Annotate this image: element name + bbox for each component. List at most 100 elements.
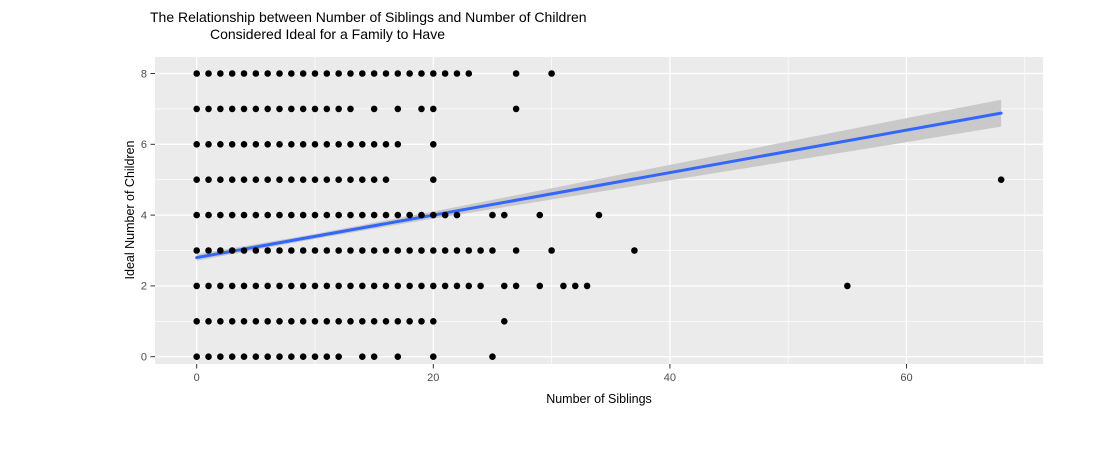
data-point xyxy=(418,105,425,113)
data-point xyxy=(430,318,437,325)
data-point xyxy=(323,353,331,361)
y-tick-label: 6 xyxy=(141,139,147,151)
data-point xyxy=(631,247,638,254)
data-point xyxy=(430,353,437,361)
data-point xyxy=(288,70,295,77)
data-point xyxy=(394,70,402,77)
data-point xyxy=(276,141,283,148)
data-point xyxy=(335,353,342,361)
data-point xyxy=(228,282,236,290)
data-point xyxy=(477,282,484,290)
data-point xyxy=(394,353,402,361)
data-point xyxy=(276,211,283,219)
data-point xyxy=(240,318,248,325)
data-point xyxy=(418,282,425,290)
data-point xyxy=(288,176,295,183)
data-point xyxy=(299,247,307,254)
data-point xyxy=(252,105,260,113)
data-point xyxy=(382,211,390,219)
data-point xyxy=(228,318,236,325)
data-point xyxy=(288,247,295,254)
data-point xyxy=(370,176,378,183)
data-point xyxy=(347,141,354,148)
data-point xyxy=(359,141,366,148)
data-point xyxy=(264,247,271,254)
data-point xyxy=(418,211,425,219)
data-point xyxy=(217,70,224,77)
data-point xyxy=(489,353,496,361)
data-point xyxy=(335,211,342,219)
data-point xyxy=(252,70,260,77)
data-point xyxy=(430,211,437,219)
data-point xyxy=(323,141,331,148)
data-point xyxy=(288,211,295,219)
data-point xyxy=(370,247,378,254)
data-point xyxy=(276,70,283,77)
data-point xyxy=(359,176,366,183)
data-point xyxy=(252,141,260,148)
data-point xyxy=(264,353,271,361)
data-point xyxy=(370,105,378,113)
data-point xyxy=(252,353,260,361)
data-point xyxy=(252,247,260,254)
data-point xyxy=(288,105,295,113)
data-point xyxy=(264,105,271,113)
data-point xyxy=(536,282,544,290)
data-point xyxy=(205,176,212,183)
data-point xyxy=(299,105,307,113)
data-point xyxy=(205,141,212,148)
data-point xyxy=(489,211,496,219)
data-point xyxy=(193,282,200,290)
data-point xyxy=(205,282,212,290)
chart-title-line2: Considered Ideal for a Family to Have xyxy=(210,26,445,42)
data-point xyxy=(276,247,283,254)
x-tick-label: 40 xyxy=(664,372,676,384)
data-point xyxy=(276,318,283,325)
data-point xyxy=(465,282,473,290)
data-point xyxy=(394,141,402,148)
data-point xyxy=(512,70,520,77)
data-point xyxy=(500,282,508,290)
data-point xyxy=(453,247,461,254)
data-point xyxy=(311,141,319,148)
data-point xyxy=(205,318,212,325)
y-tick-label: 0 xyxy=(141,352,147,364)
data-point xyxy=(465,247,473,254)
data-point xyxy=(323,105,331,113)
data-point xyxy=(359,282,366,290)
data-point xyxy=(441,247,449,254)
data-point xyxy=(418,318,425,325)
data-point xyxy=(299,282,307,290)
data-point xyxy=(205,247,212,254)
data-point xyxy=(548,70,555,77)
data-point xyxy=(500,211,508,219)
data-point xyxy=(240,353,248,361)
data-point xyxy=(228,70,236,77)
x-tick-label: 60 xyxy=(900,372,912,384)
data-point xyxy=(406,282,413,290)
data-point xyxy=(205,353,212,361)
data-point xyxy=(299,70,307,77)
data-point xyxy=(406,70,413,77)
y-tick-label: 2 xyxy=(141,281,147,293)
data-point xyxy=(311,105,319,113)
data-point xyxy=(453,282,461,290)
data-point xyxy=(299,141,307,148)
data-point xyxy=(382,282,390,290)
data-point xyxy=(193,70,200,77)
data-point xyxy=(370,353,378,361)
data-point xyxy=(430,105,437,113)
data-point xyxy=(370,211,378,219)
data-point xyxy=(205,105,212,113)
data-point xyxy=(347,211,354,219)
data-point xyxy=(430,176,437,183)
data-point xyxy=(394,105,402,113)
data-point xyxy=(217,353,224,361)
data-point xyxy=(406,247,413,254)
y-tick-label: 4 xyxy=(141,210,147,222)
data-point xyxy=(453,211,461,219)
plot-panel: 0 20 40 60 0 2 4 6 8 xyxy=(141,57,1043,384)
chart-title-line1: The Relationship between Number of Sibli… xyxy=(150,9,587,25)
